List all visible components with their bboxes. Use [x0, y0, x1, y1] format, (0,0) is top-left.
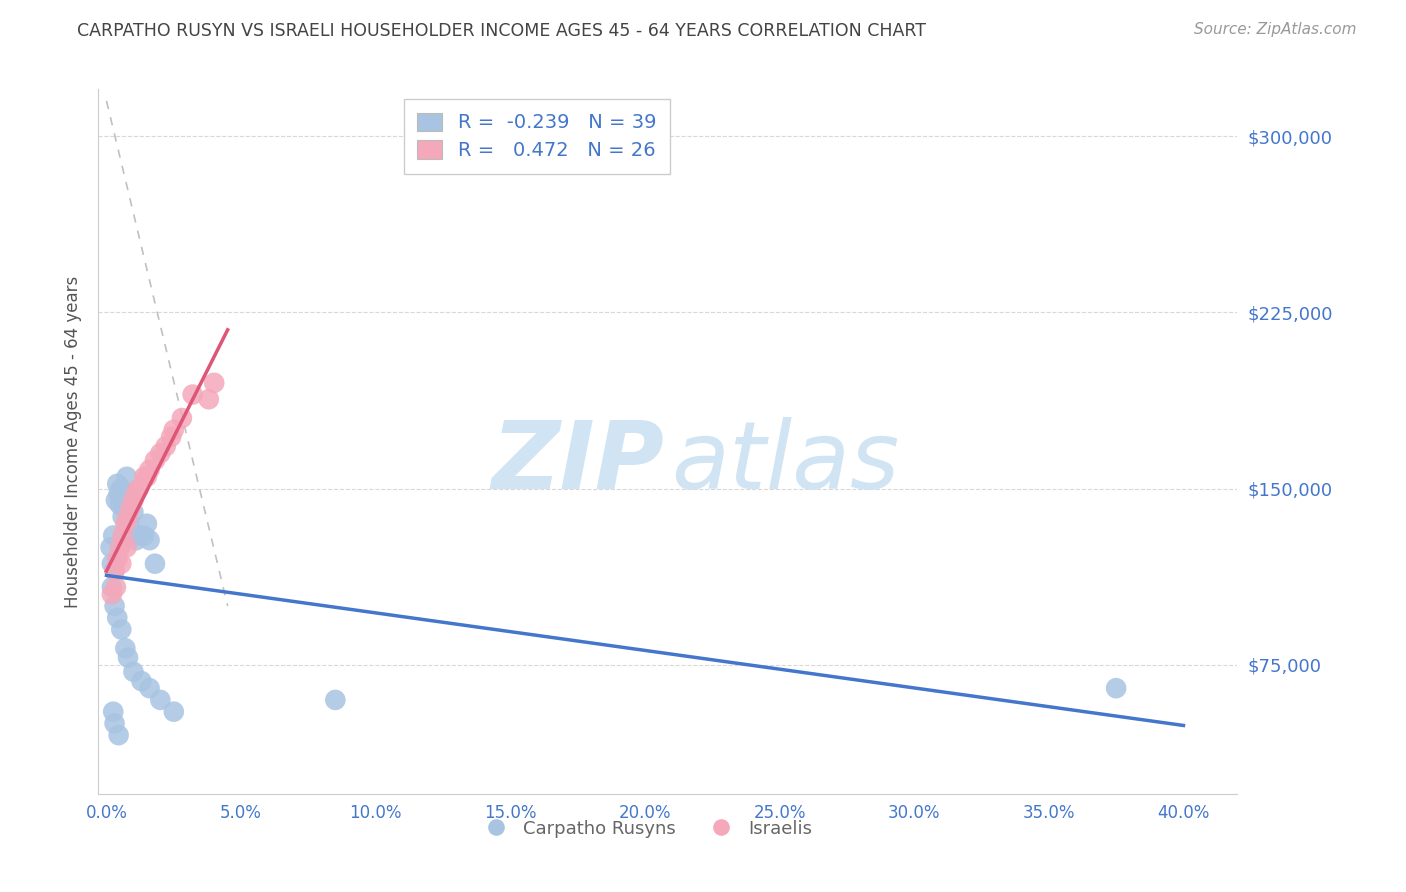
Point	[122, 665, 145, 679]
Text: atlas: atlas	[671, 417, 900, 508]
Point	[114, 516, 136, 531]
Y-axis label: Householder Income Ages 45 - 64 years: Householder Income Ages 45 - 64 years	[63, 276, 82, 607]
Point	[155, 439, 177, 453]
Point	[101, 580, 124, 594]
Point	[104, 493, 127, 508]
Point	[107, 728, 129, 742]
Point	[170, 411, 193, 425]
Point	[114, 641, 136, 656]
Point	[111, 509, 134, 524]
Point	[149, 693, 172, 707]
Point	[110, 557, 132, 571]
Point	[103, 705, 125, 719]
Point	[149, 446, 172, 460]
Point	[103, 716, 125, 731]
Point	[198, 392, 221, 407]
Point	[134, 469, 156, 483]
Point	[122, 505, 145, 519]
Point	[325, 693, 347, 707]
Point	[103, 599, 125, 613]
Point	[202, 376, 225, 390]
Point	[108, 540, 131, 554]
Point	[115, 469, 138, 483]
Point	[160, 430, 183, 444]
Point	[107, 486, 129, 500]
Point	[120, 493, 142, 508]
Point	[135, 469, 157, 483]
Point	[100, 540, 122, 554]
Point	[103, 564, 125, 578]
Point	[163, 705, 186, 719]
Point	[128, 528, 150, 542]
Point	[111, 528, 134, 542]
Legend: Carpatho Rusyns, Israelis: Carpatho Rusyns, Israelis	[471, 813, 820, 845]
Point	[117, 509, 139, 524]
Point	[122, 493, 145, 508]
Point	[135, 516, 157, 531]
Point	[112, 500, 135, 515]
Text: Source: ZipAtlas.com: Source: ZipAtlas.com	[1194, 22, 1357, 37]
Point	[138, 533, 160, 548]
Point	[104, 580, 127, 594]
Point	[101, 557, 124, 571]
Point	[110, 623, 132, 637]
Point	[138, 681, 160, 696]
Point	[138, 463, 160, 477]
Point	[110, 482, 132, 496]
Point	[103, 528, 125, 542]
Point	[163, 423, 186, 437]
Point	[120, 500, 142, 515]
Point	[115, 540, 138, 554]
Point	[181, 387, 204, 401]
Point	[101, 587, 124, 601]
Point	[131, 674, 153, 689]
Point	[125, 486, 148, 500]
Point	[143, 557, 166, 571]
Point	[134, 528, 156, 542]
Point	[1105, 681, 1128, 696]
Point	[105, 610, 128, 624]
Point	[117, 505, 139, 519]
Point	[117, 650, 139, 665]
Point	[108, 498, 131, 512]
Point	[118, 516, 141, 531]
Point	[128, 482, 150, 496]
Text: CARPATHO RUSYN VS ISRAELI HOUSEHOLDER INCOME AGES 45 - 64 YEARS CORRELATION CHAR: CARPATHO RUSYN VS ISRAELI HOUSEHOLDER IN…	[77, 22, 927, 40]
Point	[103, 564, 125, 578]
Point	[114, 486, 136, 500]
Point	[105, 476, 128, 491]
Point	[143, 453, 166, 467]
Text: ZIP: ZIP	[492, 417, 665, 508]
Point	[105, 552, 128, 566]
Point	[125, 533, 148, 548]
